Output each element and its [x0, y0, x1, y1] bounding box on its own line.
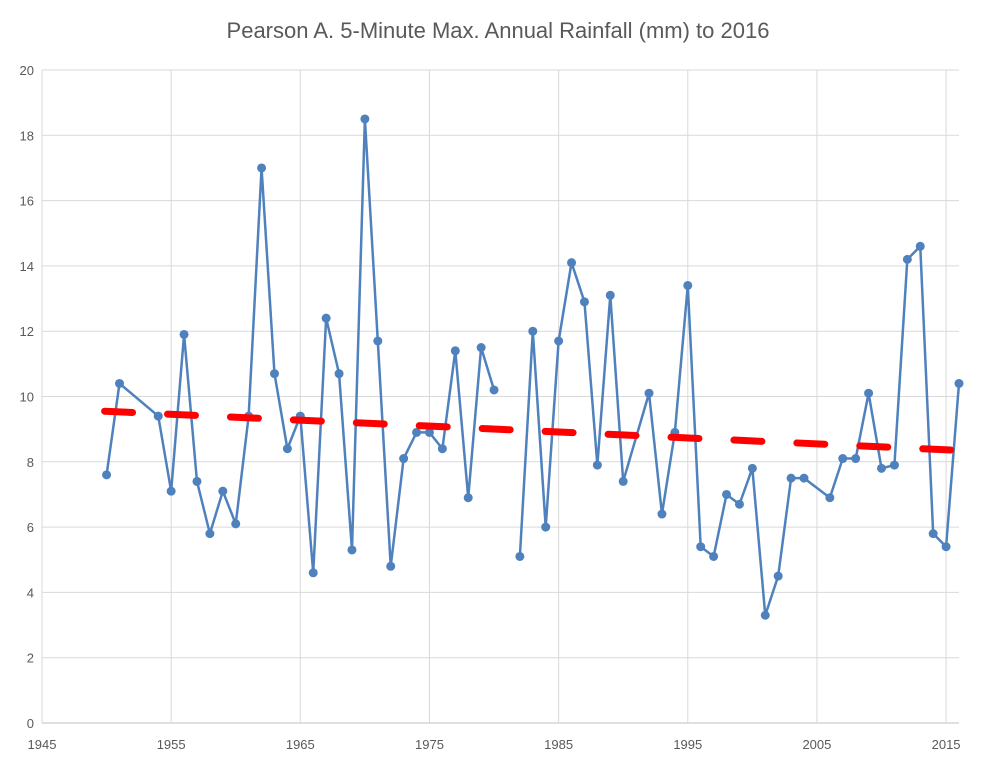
- data-point: [412, 427, 422, 437]
- data-point: [231, 519, 241, 529]
- y-tick-label: 4: [27, 585, 34, 600]
- y-tick-label: 2: [27, 651, 34, 666]
- data-point: [424, 427, 434, 437]
- data-point: [153, 411, 163, 421]
- data-point: [605, 290, 615, 300]
- data-point: [683, 280, 693, 290]
- data-point: [102, 470, 112, 480]
- data-point: [373, 336, 383, 346]
- x-tick-label: 2005: [802, 737, 831, 752]
- y-tick-label: 8: [27, 455, 34, 470]
- data-point: [734, 499, 744, 509]
- data-point: [851, 454, 861, 464]
- data-point: [760, 610, 770, 620]
- data-point: [915, 241, 925, 251]
- data-point: [205, 529, 215, 539]
- data-point: [877, 463, 887, 473]
- gridlines: [41, 69, 959, 724]
- x-tick-label: 1975: [415, 737, 444, 752]
- data-point: [696, 542, 706, 552]
- x-tick-label: 1985: [544, 737, 573, 752]
- y-tick-label: 10: [20, 390, 34, 405]
- data-point: [773, 571, 783, 581]
- data-point: [592, 460, 602, 470]
- data-point: [257, 163, 267, 173]
- data-point: [218, 486, 228, 496]
- data-point: [515, 551, 525, 561]
- data-point: [334, 369, 344, 379]
- data-point: [541, 522, 551, 532]
- y-tick-label: 20: [20, 63, 34, 78]
- y-tick-label: 14: [20, 259, 34, 274]
- data-point: [463, 493, 473, 503]
- data-point: [825, 493, 835, 503]
- data-point: [308, 568, 318, 578]
- data-point: [618, 476, 628, 486]
- data-point: [747, 463, 757, 473]
- x-tick-label: 1995: [673, 737, 702, 752]
- data-point: [864, 388, 874, 398]
- data-point: [386, 561, 396, 571]
- y-tick-label: 16: [20, 194, 34, 209]
- tick-labels: 0 2 4 6 8 10 12 14 16 18 20 1945 1955 1965 1975 1985 199…: [20, 63, 961, 752]
- data-point: [902, 254, 912, 264]
- data-point: [722, 489, 732, 499]
- data-point: [179, 329, 189, 339]
- y-tick-label: 18: [20, 128, 34, 143]
- x-tick-label: 2015: [932, 737, 961, 752]
- data-point: [928, 529, 938, 539]
- data-point: [282, 444, 292, 454]
- y-tick-label: 12: [20, 324, 34, 339]
- data-point: [192, 476, 202, 486]
- data-point: [399, 454, 409, 464]
- trendline-dashed: [101, 407, 963, 454]
- data-point: [786, 473, 796, 483]
- data-point: [889, 460, 899, 470]
- data-point: [579, 297, 589, 307]
- data-point: [709, 551, 719, 561]
- chart-title: Pearson A. 5-Minute Max. Annual Rainfall…: [227, 18, 770, 43]
- data-point: [799, 473, 809, 483]
- data-point: [450, 346, 460, 356]
- data-point: [476, 343, 486, 353]
- x-tick-label: 1955: [157, 737, 186, 752]
- data-point: [347, 545, 357, 555]
- y-tick-label: 6: [27, 520, 34, 535]
- x-tick-label: 1965: [286, 737, 315, 752]
- data-point: [838, 454, 848, 464]
- data-point: [437, 444, 447, 454]
- data-point: [554, 336, 564, 346]
- y-tick-label: 0: [27, 716, 34, 731]
- data-point: [941, 542, 951, 552]
- data-point: [114, 378, 124, 388]
- data-point: [489, 385, 499, 395]
- data-point: [954, 378, 964, 388]
- data-point: [644, 388, 654, 398]
- data-point: [321, 313, 331, 323]
- data-point: [528, 326, 538, 336]
- trendline: [101, 407, 963, 454]
- data-series: [102, 114, 964, 620]
- data-point: [567, 258, 577, 268]
- data-point: [657, 509, 667, 519]
- data-point: [269, 369, 279, 379]
- data-point: [360, 114, 370, 124]
- data-point: [166, 486, 176, 496]
- x-tick-label: 1945: [28, 737, 57, 752]
